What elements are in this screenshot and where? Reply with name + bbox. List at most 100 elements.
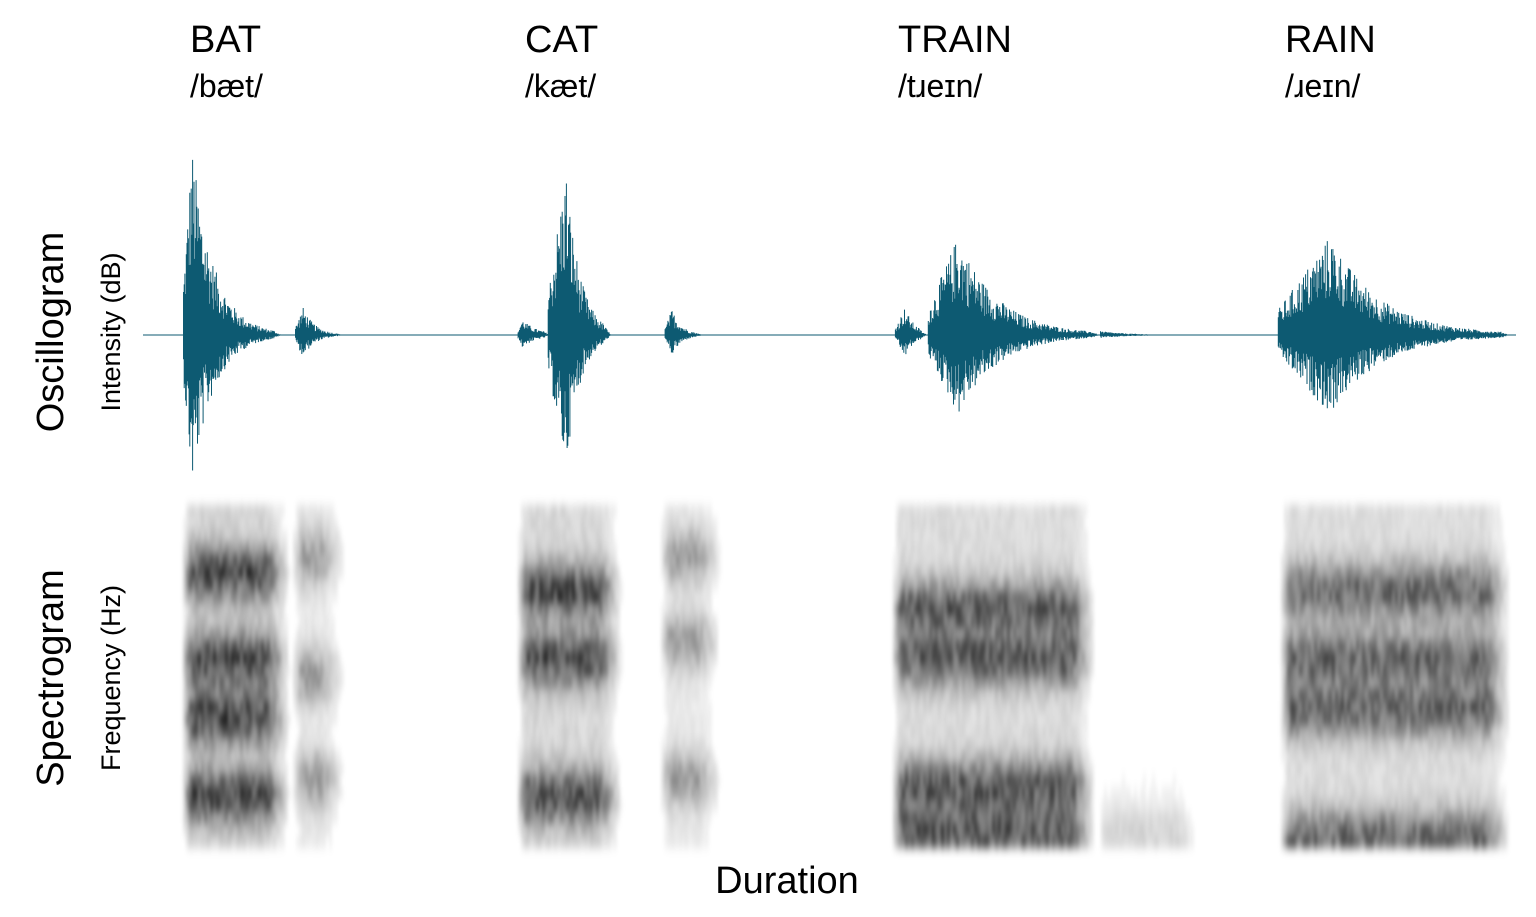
spectrogram-cell (1013, 639, 1016, 653)
spectrogram-cell (950, 774, 953, 787)
spectrogram-cell (183, 823, 186, 836)
spectrogram-cell (986, 811, 989, 824)
spectrogram-cell (938, 701, 941, 714)
spectrogram-cell (258, 615, 261, 628)
spectrogram-cell (986, 529, 989, 542)
spectrogram-cell (296, 811, 299, 824)
spectrogram-cell (1085, 578, 1088, 591)
spectrogram-cell (682, 517, 685, 530)
spectrogram-cell (926, 774, 929, 787)
spectrogram-cell (712, 664, 715, 677)
spectrogram-cell (524, 578, 527, 591)
spectrogram-cell (596, 823, 599, 836)
spectrogram-cell (908, 615, 911, 628)
spectrogram-cell (935, 554, 938, 567)
spectrogram-cell (1052, 811, 1055, 824)
spectrogram-cell (237, 676, 240, 689)
spectrogram-cell (667, 762, 670, 775)
spectrogram-cell (596, 750, 599, 763)
spectrogram-cell (1290, 774, 1293, 787)
spectrogram-cell (1088, 688, 1091, 702)
spectrogram-cell (685, 529, 688, 542)
spectrogram-cell (285, 701, 288, 714)
spectrogram-cell (261, 578, 264, 591)
spectrogram-cell (983, 554, 986, 567)
spectrogram-cell (237, 603, 240, 616)
spectrogram-cell (264, 835, 267, 849)
spectrogram-cell (1001, 627, 1004, 640)
spectrogram-cell (1149, 786, 1152, 800)
spectrogram-cell (1076, 688, 1079, 702)
spectrogram-cell (706, 713, 709, 726)
spectrogram-cell (974, 750, 977, 763)
spectrogram-cell (539, 578, 542, 591)
spectrogram-cell (332, 529, 335, 542)
spectrogram-cell (225, 615, 228, 628)
spectrogram-cell (1028, 676, 1031, 689)
spectrogram-cell (578, 590, 581, 604)
spectrogram-cell (186, 750, 189, 763)
spectrogram-cell (1091, 590, 1094, 604)
spectrogram-cell (700, 786, 703, 800)
spectrogram-cell (231, 590, 234, 604)
spectrogram-cell (578, 774, 581, 787)
spectrogram-cell (261, 529, 264, 542)
spectrogram-cell (320, 517, 323, 530)
spectrogram-cell (688, 664, 691, 677)
spectrogram-cell (1034, 701, 1037, 714)
spectrogram-cell (524, 615, 527, 628)
spectrogram-cell (995, 639, 998, 653)
spectrogram-cell (614, 554, 617, 567)
spectrogram-cell (605, 590, 608, 604)
spectrogram-cell (285, 578, 288, 591)
spectrogram-cell (980, 615, 983, 628)
spectrogram-cell (980, 823, 983, 836)
spectrogram-cell (1064, 590, 1067, 604)
spectrogram-cell (926, 688, 929, 702)
spectrogram-cell (986, 725, 989, 738)
spectrogram-cell (536, 566, 539, 579)
spectrogram-cell (944, 541, 947, 555)
spectrogram-cell (581, 835, 584, 849)
spectrogram-cell (1082, 701, 1085, 714)
spectrogram-cell (1061, 505, 1064, 518)
spectrogram-cell (682, 786, 685, 800)
spectrogram-cell (944, 554, 947, 567)
spectrogram-cell (1022, 664, 1025, 677)
spectrogram-cell (584, 541, 587, 555)
spectrogram-cell (602, 517, 605, 530)
spectrogram-cell (896, 578, 899, 591)
spectrogram-cell (551, 676, 554, 689)
spectrogram-cell (560, 713, 563, 726)
spectrogram-cell (709, 517, 712, 530)
spectrogram-cell (189, 786, 192, 800)
spectrogram-cell (926, 762, 929, 775)
spectrogram-cell (249, 835, 252, 849)
spectrogram-cell (255, 627, 258, 640)
spectrogram-cell (308, 701, 311, 714)
spectrogram-cell (255, 664, 258, 677)
spectrogram-cell (965, 676, 968, 689)
spectrogram-cell (249, 578, 252, 591)
spectrogram-cell (992, 737, 995, 751)
spectrogram-cell (608, 811, 611, 824)
spectrogram-cell (311, 786, 314, 800)
spectrogram-cell (1085, 541, 1088, 555)
spectrogram-cell (608, 615, 611, 628)
spectrogram-cell (896, 786, 899, 800)
spectrogram-cell (971, 725, 974, 738)
spectrogram-cell (1085, 603, 1088, 616)
spectrogram-cell (902, 517, 905, 530)
spectrogram-cell (317, 786, 320, 800)
spectrogram-cell (183, 541, 186, 555)
spectrogram-cell (548, 615, 551, 628)
spectrogram-cell (971, 517, 974, 530)
spectrogram-cell (228, 737, 231, 751)
spectrogram-cell (968, 799, 971, 812)
spectrogram-cell (1064, 652, 1067, 665)
spectrogram-cell (1022, 541, 1025, 555)
spectrogram-cell (1034, 676, 1037, 689)
spectrogram-cell (1043, 713, 1046, 726)
spectrogram-cell (584, 786, 587, 800)
